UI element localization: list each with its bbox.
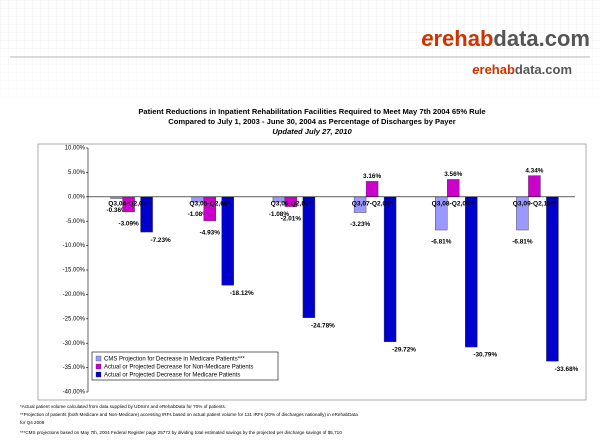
footnote: **Projection of patients (both Medicare … xyxy=(20,412,358,417)
bar xyxy=(365,181,379,197)
data-label: -1.08% xyxy=(269,211,290,218)
y-tick-label: -40.00% xyxy=(63,390,86,396)
y-tick-label: -20.00% xyxy=(63,292,86,298)
logo-part: .com xyxy=(539,26,590,51)
legend-box xyxy=(91,351,279,381)
data-label: -4.93% xyxy=(200,230,221,237)
y-tick-label: 0.00% xyxy=(68,194,86,200)
data-label: -6.81% xyxy=(431,239,452,246)
y-tick-label: -35.00% xyxy=(63,365,86,371)
y-tick-label: -10.00% xyxy=(63,243,86,249)
data-label: -18.12% xyxy=(230,290,254,297)
footnote: ***CMS projections based on May 7th, 200… xyxy=(20,430,342,435)
logo-part: rehab xyxy=(480,62,515,77)
x-tick-label: Q3,09-Q2,10** xyxy=(513,201,557,208)
data-label: -3.09% xyxy=(118,221,139,228)
logo-text: erehabdata.com xyxy=(472,62,572,77)
legend-label: CMS Projection for Decrease in Medicare … xyxy=(104,357,245,363)
bar xyxy=(302,196,316,318)
chart-title: Compared to July 1, 2003 - June 30, 2004… xyxy=(168,117,455,126)
data-label: -30.79% xyxy=(473,352,497,359)
x-tick-label: Q3,05-Q2,06* xyxy=(189,201,230,208)
data-label: -6.81% xyxy=(512,239,533,246)
data-label: 3.56% xyxy=(444,171,462,178)
data-label: -2.01% xyxy=(281,215,302,222)
footnote: *Actual patient volume calculated from d… xyxy=(20,404,226,409)
x-tick-label: Q3,07-Q2,08* xyxy=(352,201,393,208)
legend-swatch xyxy=(95,363,102,370)
logo-text: erehabdata.com xyxy=(421,26,590,51)
data-label: 3.16% xyxy=(363,173,381,180)
bar xyxy=(383,196,397,343)
legend-swatch xyxy=(95,355,102,362)
y-tick-label: -15.00% xyxy=(63,268,86,274)
bar xyxy=(465,196,478,348)
data-label: -3.23% xyxy=(350,221,371,228)
bar xyxy=(221,196,234,286)
logo-part: e xyxy=(421,26,433,51)
data-label: 4.34% xyxy=(525,167,543,174)
logo-small: erehabdata.com xyxy=(472,62,572,77)
logo-part: e xyxy=(472,62,479,77)
data-label: -7.23% xyxy=(150,237,171,244)
x-tick-label: Q3,04-Q2,05* xyxy=(108,201,149,208)
logo-part: data xyxy=(515,62,543,77)
y-tick-label: 10.00% xyxy=(65,146,86,152)
y-tick-label: -30.00% xyxy=(63,341,86,347)
logo-part: .com xyxy=(542,62,572,77)
bar xyxy=(528,175,541,198)
data-label: -0.36% xyxy=(106,207,127,214)
y-tick-label: 5.00% xyxy=(68,170,86,176)
x-tick-label: Q3,06-Q2,07* xyxy=(271,201,312,208)
data-label: -24.78% xyxy=(311,322,335,329)
chart-title: Patient Reductions in Inpatient Rehabili… xyxy=(138,107,485,116)
bar xyxy=(546,196,559,362)
footnote: for Q4 2009 xyxy=(20,420,45,425)
legend-swatch xyxy=(95,371,102,378)
logo-part: data xyxy=(493,26,539,51)
logo-large: erehabdata.com xyxy=(421,26,590,51)
data-label: -33.68% xyxy=(555,366,579,373)
y-tick-label: -5.00% xyxy=(66,219,86,225)
logo-part: rehab xyxy=(433,26,493,51)
legend-label: Actual or Projected Decrease for Medicar… xyxy=(104,373,240,379)
data-label: -1.08% xyxy=(188,211,209,218)
background-fade xyxy=(0,40,600,120)
y-tick-label: -25.00% xyxy=(63,316,86,322)
bar xyxy=(447,179,460,198)
data-label: -29.72% xyxy=(392,347,416,354)
x-tick-label: Q3,08-Q2,09** xyxy=(432,201,476,208)
chart-subtitle: Updated July 27, 2010 xyxy=(272,127,352,136)
legend-label: Actual or Projected Decrease for Non-Med… xyxy=(104,365,253,371)
